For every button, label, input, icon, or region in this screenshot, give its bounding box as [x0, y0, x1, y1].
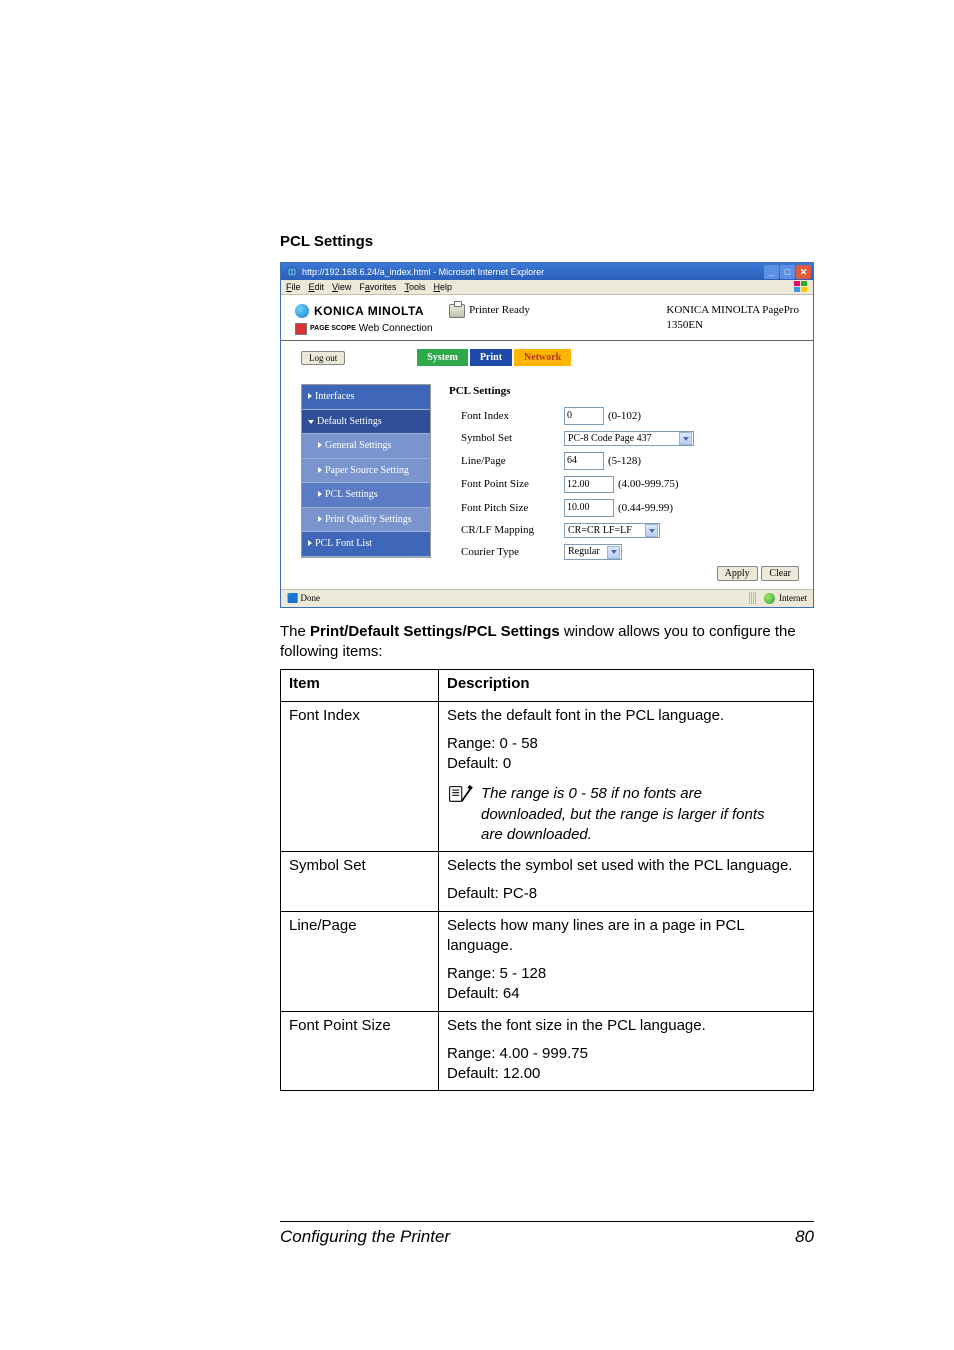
- cell-desc: Selects the symbol set used with the PCL…: [439, 852, 814, 912]
- section-heading: PCL Settings: [280, 232, 814, 252]
- form-row: Courier TypeRegular: [449, 544, 799, 560]
- menu-edit[interactable]: Edit: [309, 281, 325, 293]
- text-input[interactable]: 0: [564, 407, 604, 425]
- cell-item: Line/Page: [281, 911, 439, 1011]
- menu-view[interactable]: View: [332, 281, 351, 293]
- minimize-button[interactable]: _: [764, 265, 779, 279]
- page-number: 80: [795, 1226, 814, 1249]
- form-label: CR/LF Mapping: [449, 523, 564, 538]
- text-input[interactable]: 10.00: [564, 499, 614, 517]
- menu-help[interactable]: Help: [433, 281, 452, 293]
- form-label: Line/Page: [449, 454, 564, 469]
- form-row: CR/LF MappingCR=CR LF=LF: [449, 523, 799, 539]
- ie-icon: [286, 266, 298, 278]
- spec-table: Item Description Font IndexSets the defa…: [280, 669, 814, 1091]
- sidebar-item[interactable]: PCL Font List: [302, 532, 430, 557]
- input-hint: (5-128): [608, 454, 641, 469]
- windows-flag-icon: [794, 281, 808, 293]
- table-row: Font IndexSets the default font in the P…: [281, 701, 814, 852]
- menu-file[interactable]: File: [286, 281, 301, 293]
- input-hint: (0.44-99.99): [618, 501, 673, 516]
- description-paragraph: The Print/Default Settings/PCL Settings …: [280, 622, 814, 663]
- cell-desc: Selects how many lines are in a page in …: [439, 911, 814, 1011]
- tab-network[interactable]: Network: [514, 349, 571, 367]
- panel-title: PCL Settings: [449, 384, 799, 399]
- cell-desc: Sets the default font in the PCL languag…: [439, 701, 814, 852]
- form-label: Font Point Size: [449, 477, 564, 492]
- note-icon: [447, 784, 473, 804]
- form-label: Font Index: [449, 409, 564, 424]
- cell-item: Symbol Set: [281, 852, 439, 912]
- statusbar: 🟦 Done Internet: [281, 589, 813, 607]
- close-button[interactable]: ✕: [796, 265, 811, 279]
- form-row: Font Pitch Size10.00 (0.44-99.99): [449, 499, 799, 517]
- logout-button[interactable]: Log out: [301, 351, 345, 365]
- web-connection: PAGE SCOPE Web Connection: [295, 322, 433, 336]
- side-menu: InterfacesDefault SettingsGeneral Settin…: [301, 384, 431, 580]
- form-row: Font Index0 (0-102): [449, 407, 799, 425]
- cell-item: Font Point Size: [281, 1011, 439, 1091]
- clear-button[interactable]: Clear: [761, 566, 799, 581]
- printer-status: Printer Ready: [469, 303, 530, 318]
- brand: KONICA MINOLTA: [295, 303, 433, 319]
- sidebar-item[interactable]: General Settings: [302, 434, 430, 459]
- globe-icon: [295, 304, 309, 318]
- table-row: Font Point SizeSets the font size in the…: [281, 1011, 814, 1091]
- cell-item: Font Index: [281, 701, 439, 852]
- table-header-desc: Description: [439, 670, 814, 701]
- cell-desc: Sets the font size in the PCL language.R…: [439, 1011, 814, 1091]
- model-name: KONICA MINOLTA PagePro 1350EN: [666, 303, 799, 333]
- ie-window: http://192.168.6.24/a_index.html - Micro…: [280, 262, 814, 608]
- form-row: Symbol SetPC-8 Code Page 437: [449, 431, 799, 447]
- maximize-button[interactable]: □: [780, 265, 795, 279]
- input-hint: (0-102): [608, 409, 641, 424]
- table-row: Line/PageSelects how many lines are in a…: [281, 911, 814, 1011]
- window-title: http://192.168.6.24/a_index.html - Micro…: [302, 266, 544, 278]
- menubar: File Edit View Favorites Tools Help: [281, 280, 813, 295]
- sidebar-item[interactable]: PCL Settings: [302, 483, 430, 508]
- menu-tools[interactable]: Tools: [404, 281, 425, 293]
- menu-favorites[interactable]: Favorites: [359, 281, 396, 293]
- tab-system[interactable]: System: [417, 349, 468, 367]
- select-input[interactable]: PC-8 Code Page 437: [564, 431, 694, 447]
- text-input[interactable]: 64: [564, 452, 604, 470]
- form-row: Font Point Size12.00 (4.00-999.75): [449, 476, 799, 494]
- form-label: Font Pitch Size: [449, 501, 564, 516]
- select-input[interactable]: Regular: [564, 544, 622, 560]
- apply-button[interactable]: Apply: [717, 566, 758, 581]
- printer-icon: [449, 304, 465, 318]
- book-icon: [295, 323, 307, 335]
- sidebar-item[interactable]: Interfaces: [302, 385, 430, 410]
- sidebar-item[interactable]: Paper Source Setting: [302, 459, 430, 484]
- internet-icon: [764, 593, 775, 604]
- select-input[interactable]: CR=CR LF=LF: [564, 523, 660, 539]
- form-label: Courier Type: [449, 545, 564, 560]
- table-header-item: Item: [281, 670, 439, 701]
- tab-print[interactable]: Print: [470, 349, 512, 367]
- text-input[interactable]: 12.00: [564, 476, 614, 494]
- footer-title: Configuring the Printer: [280, 1226, 450, 1249]
- sidebar-item[interactable]: Default Settings: [302, 410, 430, 435]
- table-row: Symbol SetSelects the symbol set used wi…: [281, 852, 814, 912]
- form-label: Symbol Set: [449, 431, 564, 446]
- input-hint: (4.00-999.75): [618, 477, 679, 492]
- form-row: Line/Page64 (5-128): [449, 452, 799, 470]
- sidebar-item[interactable]: Print Quality Settings: [302, 508, 430, 533]
- titlebar: http://192.168.6.24/a_index.html - Micro…: [281, 263, 813, 280]
